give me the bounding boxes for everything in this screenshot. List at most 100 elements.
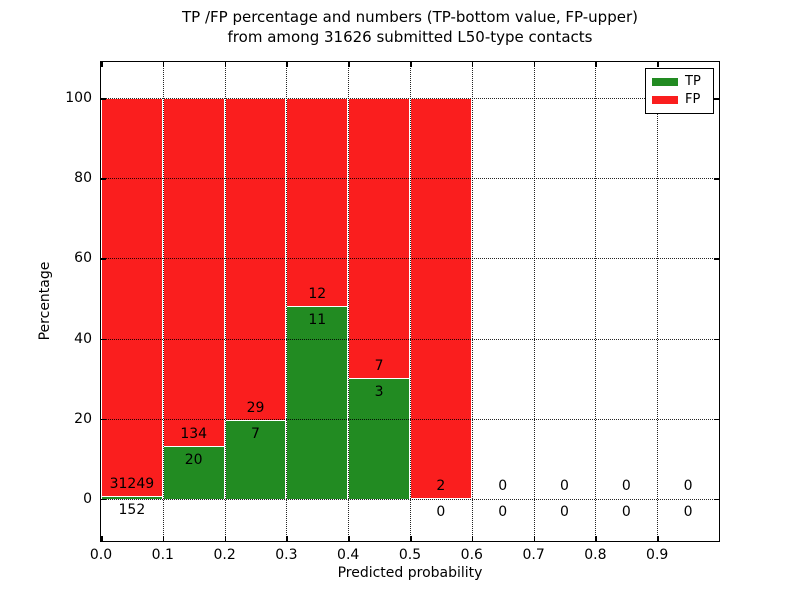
fp-count-label: 0 [621, 477, 631, 494]
fp-count-label: 0 [683, 477, 693, 494]
y-tick-label: 40 [74, 330, 92, 347]
tp-count-label: 0 [683, 503, 693, 520]
x-gridline [595, 62, 597, 541]
y-tickmark-right [714, 178, 719, 180]
tp-count-label: 11 [308, 312, 327, 329]
y-tickmark-left [101, 178, 106, 180]
legend: TP FP [645, 68, 714, 114]
fp-bar-segment [348, 98, 410, 379]
tp-count-label: 20 [184, 451, 203, 468]
y-tick-label: 60 [74, 250, 92, 267]
y-gridline [101, 338, 719, 340]
x-gridline [533, 62, 535, 541]
fp-bar-segment [224, 98, 287, 421]
tp-count-label: 0 [560, 503, 569, 520]
x-gridline [224, 62, 226, 541]
x-tickmark-top [595, 62, 597, 67]
tp-count-label: 7 [251, 425, 260, 442]
x-tickmark-top [101, 62, 103, 67]
y-tickmark-left [101, 98, 106, 100]
x-tickmark-bottom [595, 536, 597, 541]
y-tickmark-left [101, 418, 106, 421]
x-tick-label: 0.7 [522, 547, 545, 563]
tp-bar-segment [224, 420, 287, 499]
y-tick-label: 0 [83, 490, 92, 507]
x-tickmark-top [657, 62, 659, 67]
y-tickmark-right [714, 338, 719, 341]
y-tickmark-left [101, 498, 106, 501]
x-tick-label: 0.0 [89, 547, 113, 563]
x-gridline [348, 62, 350, 541]
x-tickmark-top [224, 62, 227, 67]
y-tickmark-right [714, 98, 719, 100]
y-gridline [101, 418, 719, 420]
legend-item-fp: FP [652, 93, 707, 107]
fp-count-label: 29 [246, 399, 265, 416]
legend-label-fp: FP [685, 92, 701, 107]
x-tick-label: 0.5 [398, 547, 422, 563]
tp-count-label: 0 [436, 503, 446, 520]
x-gridline [286, 62, 288, 541]
fp-count-label: 7 [374, 357, 384, 374]
x-tickmark-bottom [657, 536, 659, 541]
chart-title-line1: TP /FP percentage and numbers (TP-bottom… [182, 8, 638, 26]
y-tick-label: 80 [74, 170, 92, 187]
y-tickmark-right [714, 258, 719, 260]
fp-count-label: 31249 [109, 475, 155, 492]
y-tickmark-left [101, 258, 106, 260]
tp-bar-segment [286, 307, 349, 499]
x-tickmark-bottom [286, 536, 288, 541]
x-tickmark-bottom [410, 536, 412, 541]
x-tick-label: 0.4 [337, 547, 360, 563]
tp-count-label: 0 [621, 503, 631, 520]
y-gridline [101, 258, 719, 260]
x-tickmark-top [162, 62, 165, 67]
fp-bar-segment [286, 98, 349, 308]
x-tickmark-bottom [348, 536, 350, 541]
x-tick-label: 0.2 [213, 547, 236, 563]
legend-item-tp: TP [652, 75, 707, 89]
tp-count-label: 3 [374, 383, 384, 400]
x-tickmark-bottom [471, 536, 474, 541]
tp-bar-segment [348, 378, 410, 499]
x-tickmark-bottom [101, 536, 103, 541]
fp-count-label: 12 [308, 286, 327, 303]
x-gridline [162, 62, 164, 541]
x-tickmark-top [533, 62, 536, 67]
y-tick-label: 20 [74, 410, 92, 427]
x-tickmark-top [348, 62, 350, 67]
fp-bar-segment [410, 98, 472, 499]
x-tick-label: 0.8 [584, 547, 607, 563]
y-tickmark-right [714, 418, 719, 421]
x-axis-title: Predicted probability [337, 565, 483, 581]
x-tickmark-bottom [162, 536, 165, 541]
tp-bar-segment [101, 496, 163, 499]
x-tick-label: 0.6 [460, 547, 483, 563]
chart-title-line2: from among 31626 submitted L50-type cont… [227, 28, 593, 46]
x-tickmark-top [410, 62, 412, 67]
x-tickmark-top [471, 62, 474, 67]
fp-count-label: 2 [436, 477, 446, 494]
legend-label-tp: TP [685, 74, 701, 89]
legend-swatch-tp-icon [652, 78, 678, 86]
x-tickmark-top [286, 62, 288, 67]
y-tickmark-right [714, 498, 719, 501]
chart-title: TP /FP percentage and numbers (TP-bottom… [101, 7, 719, 47]
x-tick-label: 0.3 [275, 547, 298, 563]
y-tickmark-left [101, 338, 106, 341]
tp-count-label: 152 [118, 501, 146, 518]
fp-count-label: 0 [560, 477, 569, 494]
y-tick-label: 100 [65, 90, 92, 107]
legend-swatch-fp-icon [652, 96, 678, 104]
x-tickmark-bottom [533, 536, 536, 541]
tp-count-label: 0 [498, 503, 508, 520]
y-axis-title: Percentage [37, 261, 53, 341]
x-gridline [471, 62, 473, 541]
x-tick-label: 0.9 [646, 547, 669, 563]
y-gridline [101, 178, 719, 180]
y-gridline [101, 498, 719, 500]
x-gridline [657, 62, 659, 541]
x-tickmark-bottom [224, 536, 227, 541]
fp-bar-segment [101, 98, 163, 497]
